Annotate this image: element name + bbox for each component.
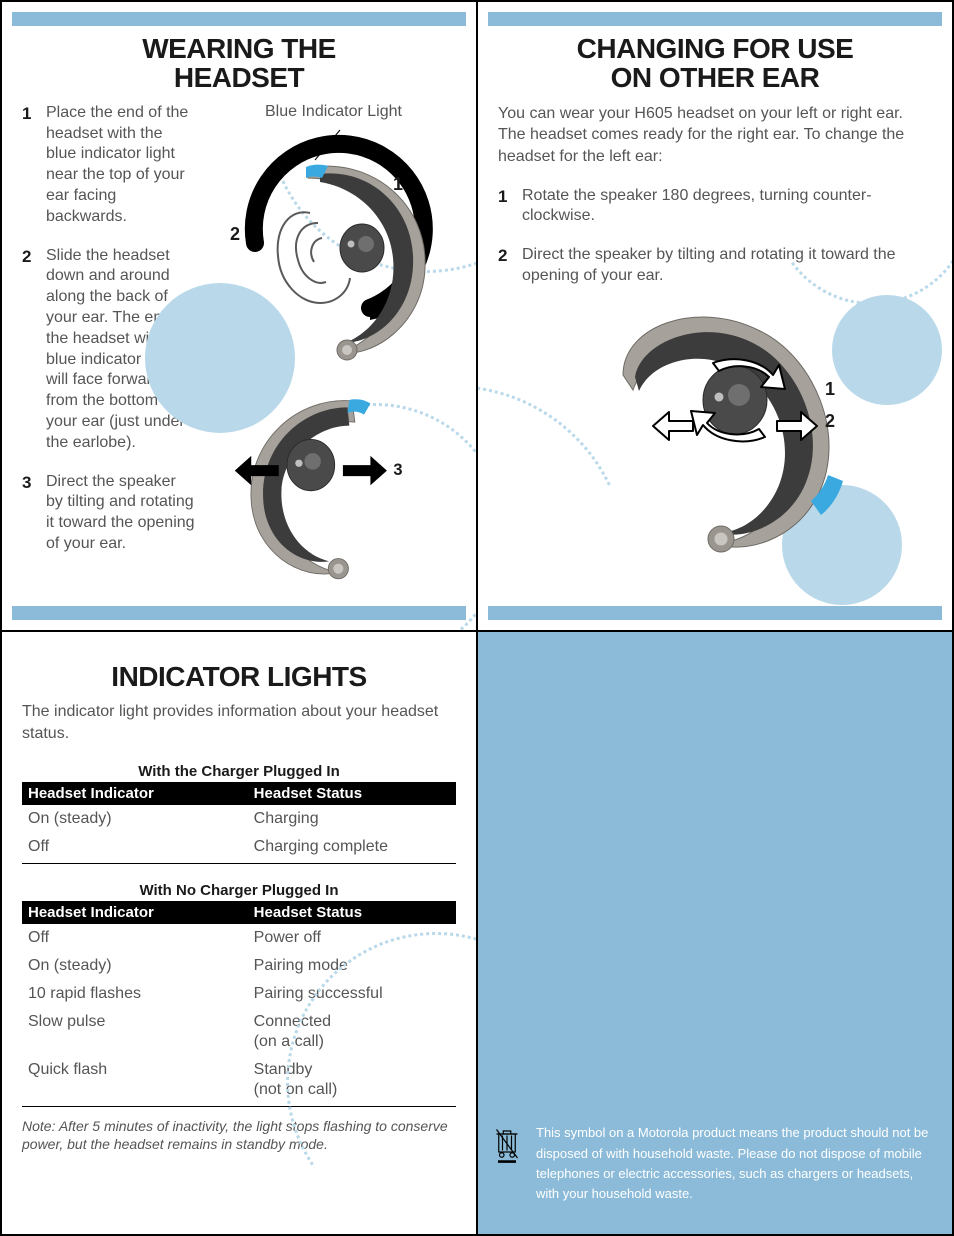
- title-line: CHANGING FOR USE: [577, 33, 854, 64]
- document-grid: WEARING THE HEADSET Place the end of the…: [0, 0, 954, 1236]
- figure-label-2: 2: [825, 411, 835, 431]
- figure-label-3: 3: [393, 461, 402, 479]
- table-rule: [22, 863, 456, 864]
- accent-bar-bottom: [12, 606, 466, 620]
- panel2-title: CHANGING FOR USE ON OTHER EAR: [498, 34, 932, 93]
- weee-text: This symbol on a Motorola product means …: [536, 1123, 938, 1204]
- headset-tilt-illustration: 3: [205, 378, 435, 598]
- panel-indicator-lights: INDICATOR LIGHTS The indicator light pro…: [1, 631, 477, 1235]
- table-row: On (steady)Charging: [22, 805, 456, 833]
- headset-over-ear-illustration: 1 2: [200, 118, 460, 378]
- col-header: Headset Indicator: [22, 901, 248, 924]
- cell: Off: [22, 833, 248, 861]
- headset-rotate-illustration: 1 2: [558, 305, 888, 565]
- panel3-intro: The indicator light provides information…: [22, 701, 456, 744]
- col-header: Headset Status: [248, 901, 456, 924]
- cell: On (steady): [22, 805, 248, 833]
- table-row: OffCharging complete: [22, 833, 456, 861]
- step-item: Direct the speaker by tilting and rotati…: [22, 472, 197, 555]
- panel1-body: Place the end of the headset with the bl…: [22, 103, 456, 593]
- title-line: ON OTHER EAR: [611, 62, 820, 93]
- weee-block: This symbol on a Motorola product means …: [492, 1123, 938, 1204]
- cell: 10 rapid flashes: [22, 980, 248, 1008]
- col-header: Headset Indicator: [22, 782, 248, 805]
- accent-bar-top: [488, 12, 942, 26]
- panel3-title: INDICATOR LIGHTS: [22, 662, 456, 691]
- figure-label-2: 2: [230, 224, 240, 244]
- cell: Slow pulse: [22, 1008, 248, 1056]
- step-text: Direct the speaker by tilting and rotati…: [46, 472, 197, 555]
- panel1-illustration: Blue Indicator Light: [205, 103, 456, 593]
- panel-disposal-notice: This symbol on a Motorola product means …: [477, 631, 953, 1235]
- panel4-inner: This symbol on a Motorola product means …: [478, 632, 952, 1234]
- figure-label-1: 1: [393, 174, 403, 194]
- cell: Charging: [248, 805, 456, 833]
- cell: On (steady): [22, 952, 248, 980]
- panel2-illustration: 1 2: [498, 305, 932, 575]
- cell: Charging complete: [248, 833, 456, 861]
- cell: Off: [22, 924, 248, 952]
- cell: Quick flash: [22, 1056, 248, 1104]
- figure-label-1: 1: [825, 379, 835, 399]
- col-header: Headset Status: [248, 782, 456, 805]
- table-charger-plugged: Headset Indicator Headset Status On (ste…: [22, 782, 456, 861]
- illustration-stack: 1 2: [205, 123, 456, 593]
- panel-wearing: WEARING THE HEADSET Place the end of the…: [1, 1, 477, 631]
- panel-changing-ear: CHANGING FOR USE ON OTHER EAR You can we…: [477, 1, 953, 631]
- step-text: Place the end of the headset with the bl…: [46, 103, 197, 228]
- table1-body: On (steady)Charging OffCharging complete: [22, 805, 456, 861]
- table1-caption: With the Charger Plugged In: [22, 763, 456, 780]
- accent-bar-bottom: [488, 606, 942, 620]
- weee-bin-icon: [492, 1125, 522, 1164]
- table2-caption: With No Charger Plugged In: [22, 882, 456, 899]
- step-item: Place the end of the headset with the bl…: [22, 103, 197, 228]
